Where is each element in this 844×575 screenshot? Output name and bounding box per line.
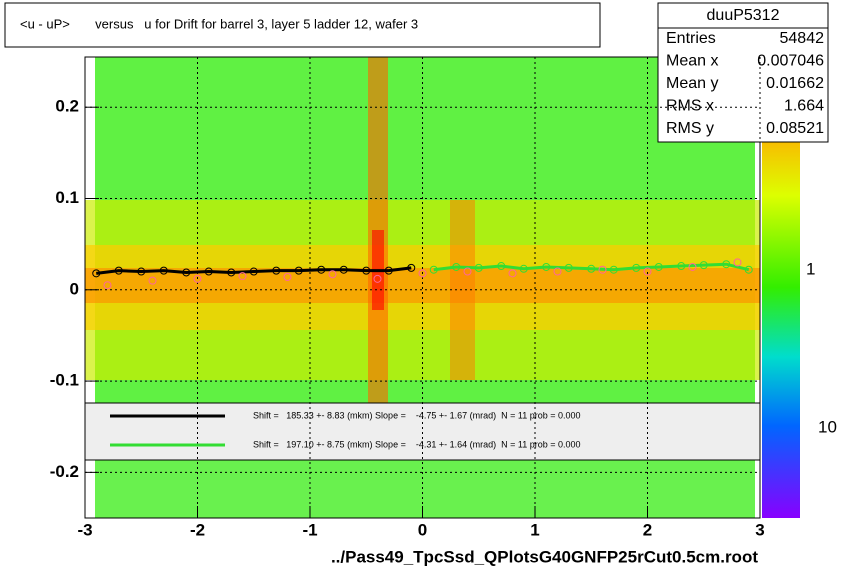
stats-label: RMS y	[666, 120, 714, 137]
point	[384, 266, 393, 275]
point	[722, 260, 731, 269]
stats-value: 54842	[780, 30, 825, 47]
point	[193, 274, 202, 283]
point	[182, 268, 191, 277]
x-tick-label: 0	[418, 520, 427, 539]
stats-label: Mean y	[666, 75, 718, 92]
y-tick-label: 0	[70, 279, 79, 298]
x-tick-label: 1	[530, 520, 539, 539]
point	[373, 274, 382, 283]
point	[283, 273, 292, 282]
point	[407, 263, 416, 272]
point	[497, 262, 506, 271]
y-tick-label: -0.1	[50, 371, 79, 390]
point	[474, 263, 483, 272]
point	[418, 269, 427, 278]
point	[272, 266, 281, 275]
point	[452, 262, 461, 271]
point	[564, 263, 573, 272]
chart-title: <u - uP> versus u for Drift for barrel 3…	[20, 16, 418, 31]
point	[508, 269, 517, 278]
point	[92, 269, 101, 278]
x-tick-label: -3	[77, 520, 92, 539]
point	[643, 267, 652, 276]
point	[632, 263, 641, 272]
z-label: 10	[818, 417, 837, 436]
point	[294, 266, 303, 275]
stats-label: Mean x	[666, 53, 718, 70]
point	[688, 262, 697, 271]
point	[328, 270, 337, 279]
point	[204, 267, 213, 276]
point	[699, 261, 708, 270]
profile-line	[433, 262, 750, 272]
x-tick-label: -1	[302, 520, 317, 539]
point	[654, 262, 663, 271]
point	[227, 268, 236, 277]
point	[317, 265, 326, 274]
point	[362, 266, 371, 275]
point	[114, 266, 123, 275]
point	[744, 265, 753, 274]
profile-line	[96, 266, 412, 275]
legend-label: Shift = 197.10 +- 8.75 (mkm) Slope = -4.…	[253, 439, 581, 449]
point	[339, 265, 348, 274]
point	[159, 266, 168, 275]
y-tick-label: 0.2	[55, 97, 79, 116]
y-tick-label: -0.2	[50, 462, 79, 481]
x-axis-label: ../Pass49_TpcSsd_QPlotsG40GNFP25rCut0.5c…	[331, 547, 758, 566]
legend-label: Shift = 185.33 +- 8.83 (mkm) Slope = -4.…	[253, 410, 581, 420]
x-tick-label: -2	[190, 520, 205, 539]
title-box	[4, 2, 601, 48]
y-tick-label: 0.1	[55, 188, 79, 207]
stats-value: 1.664	[784, 98, 824, 115]
point	[148, 276, 157, 285]
point	[553, 267, 562, 276]
point	[542, 262, 551, 271]
point	[598, 265, 607, 274]
stats-box: duuP5312	[657, 2, 829, 143]
stats-value: 0.01662	[766, 75, 824, 92]
point	[238, 272, 247, 281]
stats-label: RMS x	[666, 98, 714, 115]
point	[429, 265, 438, 274]
point	[103, 281, 112, 290]
x-tick-label: 2	[643, 520, 652, 539]
point	[519, 264, 528, 273]
point	[249, 267, 258, 276]
stats-title: duuP5312	[707, 7, 780, 24]
z-label: 1	[806, 259, 815, 278]
stats-value: 0.007046	[757, 53, 824, 70]
point	[463, 267, 472, 276]
stats-value: 0.08521	[766, 120, 824, 137]
point	[587, 264, 596, 273]
point	[609, 265, 618, 274]
point	[677, 262, 686, 271]
point	[733, 258, 742, 267]
point	[137, 267, 146, 276]
x-tick-label: 3	[755, 520, 764, 539]
stats-label: Entries	[666, 30, 716, 47]
